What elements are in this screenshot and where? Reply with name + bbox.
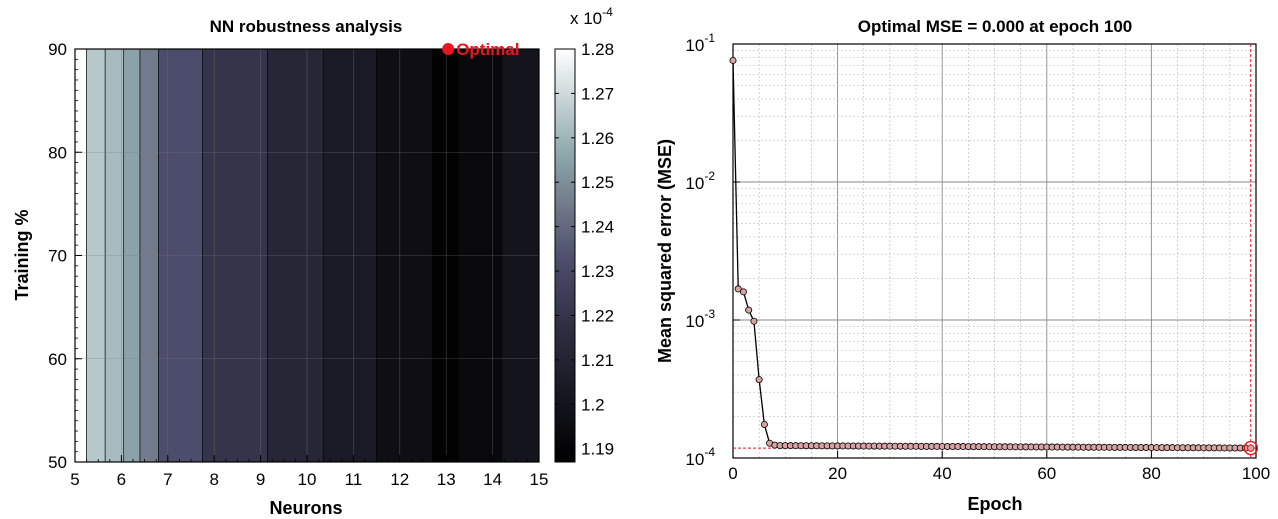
colorbar-tick-label: 1.28	[581, 40, 614, 59]
colorbar-gradient	[554, 48, 576, 463]
mse-point	[729, 56, 737, 64]
mse-frame	[732, 43, 1257, 459]
colorbar-tick-label: 1.26	[581, 129, 614, 148]
heatmap-x-tick-label: 10	[298, 470, 317, 489]
mse-point	[739, 288, 747, 296]
heatmap-x-tick-label: 5	[70, 470, 79, 489]
mse-series-points	[729, 56, 1255, 452]
colorbar-tick-label: 1.22	[581, 306, 614, 325]
best-point-ring	[1243, 440, 1258, 456]
mse-grid	[732, 44, 1257, 459]
mse-x-tick-label: 40	[933, 464, 952, 483]
colorbar-tick-label: 1.27	[581, 84, 614, 103]
mse-y-tick-exp: -4	[704, 445, 715, 459]
heatmap-y-tick-label: 70	[48, 247, 67, 266]
mse-point	[750, 317, 758, 325]
mse-x-tick-label: 60	[1037, 464, 1056, 483]
mse-point	[734, 285, 742, 293]
mse-point	[760, 420, 768, 428]
mse-x-tick-label: 0	[728, 464, 737, 483]
colorbar-tick-label: 1.23	[581, 262, 614, 281]
colorbar: 1.191.21.211.221.231.241.251.261.271.28 …	[554, 5, 614, 463]
heatmap-x-ticks: 5 6 7 8 9 10 11 12 13 14 15	[70, 455, 548, 489]
mse-y-tick-base: 10	[685, 450, 704, 469]
colorbar-multiplier: x 10-4	[570, 5, 613, 28]
heatmap-title: NN robustness analysis	[210, 17, 403, 36]
mse-y-tick-exp: -1	[704, 31, 715, 45]
mse-y-tick-base: 10	[685, 36, 704, 55]
colorbar-ticks: 1.19 1.2 1.21 1.22 1.23 1.24 1.25 1.26 1.27 1.28	[555, 40, 614, 459]
heatmap-x-tick-label: 9	[256, 470, 265, 489]
colorbar-tick-label: 1.24	[581, 218, 614, 237]
optimal-annotation: Optimal	[442, 40, 519, 59]
mse-x-tick-label: 20	[828, 464, 847, 483]
colorbar-tick-label: 1.21	[581, 351, 614, 370]
mse-y-tick-base: 10	[685, 312, 704, 331]
mse-point	[745, 306, 753, 314]
best-epoch-lines	[733, 44, 1256, 458]
heatmap-x-tick-label: 8	[209, 470, 218, 489]
mse-panel: Optimal MSE = 0.000 at epoch 100 0 20 40 60…	[655, 17, 1270, 514]
heatmap-y-tick-label: 60	[48, 350, 67, 369]
mse-y-tick-label: 10-2	[685, 169, 715, 193]
best-epoch-marker	[1243, 440, 1258, 456]
heatmap-y-tick-label: 80	[48, 143, 67, 162]
mse-y-ticks: 10-410-310-210-1	[685, 31, 740, 469]
heatmap-x-label: Neurons	[269, 498, 342, 518]
colorbar-multiplier-exp: -4	[602, 5, 613, 19]
colorbar-tick-label: 1.25	[581, 173, 614, 192]
heatmap-y-tick-label: 50	[48, 453, 67, 472]
heatmap-y-ticks: 50 60 70 80 90	[48, 40, 82, 472]
heatmap-x-tick-label: 11	[345, 470, 363, 489]
mse-y-tick-label: 10-1	[685, 31, 715, 55]
mse-x-ticks: 0 20 40 60 80 100	[728, 451, 1270, 483]
heatmap-x-tick-label: 6	[117, 470, 126, 489]
mse-point	[755, 376, 763, 384]
heatmap-x-tick-label: 12	[390, 470, 409, 489]
mse-y-tick-base: 10	[685, 174, 704, 193]
colorbar-tick-label: 1.19	[581, 440, 614, 459]
heatmap-y-tick-label: 90	[48, 40, 67, 59]
optimal-label: Optimal	[456, 40, 519, 59]
mse-y-tick-exp: -2	[704, 169, 715, 183]
heatmap-x-tick-label: 14	[483, 470, 502, 489]
heatmap-x-tick-label: 15	[530, 470, 549, 489]
heatmap-x-tick-label: 7	[163, 470, 172, 489]
mse-title: Optimal MSE = 0.000 at epoch 100	[858, 17, 1132, 36]
mse-x-label: Epoch	[967, 494, 1022, 514]
heatmap-y-label: Training %	[12, 209, 32, 300]
mse-y-tick-label: 10-4	[685, 445, 715, 469]
mse-y-tick-label: 10-3	[685, 307, 715, 331]
best-point	[1247, 444, 1255, 452]
mse-y-label: Mean squared error (MSE)	[655, 139, 675, 363]
mse-y-tick-exp: -3	[704, 307, 715, 321]
mse-x-tick-label: 80	[1142, 464, 1161, 483]
heatmap-panel: NN robustness analysis 5 6 7 8 9 10 11 12 13 14 15…	[12, 17, 548, 518]
colorbar-tick-label: 1.2	[581, 395, 605, 414]
colorbar-multiplier-base: x 10	[570, 9, 602, 28]
heatmap-x-tick-label: 13	[437, 470, 456, 489]
mse-x-tick-label: 100	[1242, 464, 1270, 483]
optimal-marker	[442, 43, 455, 55]
